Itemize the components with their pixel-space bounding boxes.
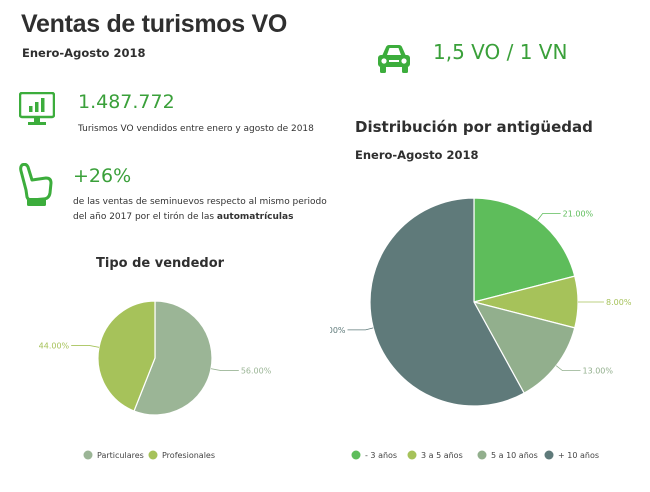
- page-subtitle: Enero-Agosto 2018: [22, 46, 146, 60]
- pie-slice-1: [97, 300, 156, 412]
- pie-slice-3: [369, 197, 525, 407]
- legend-marker-1: [148, 450, 158, 460]
- pie-leader-line-2: [555, 365, 581, 372]
- pie-label-2: 13.00%: [582, 367, 613, 376]
- legend-marker-0: [351, 450, 361, 460]
- seller-type-legend: Particulares Profesionales: [83, 450, 215, 460]
- pie-label-0: 21.00%: [563, 210, 594, 219]
- pie-label-0: 56.00%: [241, 367, 272, 376]
- vo-sales-description: Turismos VO vendidos entre enero y agost…: [78, 124, 314, 134]
- pie-slice-0: [473, 197, 576, 303]
- monitor-chart-icon: [19, 92, 55, 125]
- thumbs-up-icon: [19, 163, 53, 206]
- legend-label-1: Profesionales: [162, 451, 215, 460]
- pie-label-1: 8.00%: [606, 298, 632, 307]
- seminuevos-growth-description: de las ventas de seminuevos respecto al …: [73, 195, 343, 225]
- seminuevos-growth-value: +26%: [73, 165, 132, 187]
- age-chart-title: Distribución por antigüedad: [355, 118, 593, 136]
- pie-label-1: 44.00%: [39, 341, 70, 350]
- age-distribution-legend: - 3 años 3 a 5 años 5 a 10 años + 10 años: [351, 450, 599, 460]
- seller-type-pie: 56.00% 44.00%: [39, 300, 272, 416]
- vo-vn-ratio: 1,5 VO / 1 VN: [433, 40, 568, 64]
- growth-description-text: del año 2017 por el tirón de las: [73, 212, 217, 222]
- growth-description-line-2: del año 2017 por el tirón de las automat…: [73, 210, 343, 225]
- legend-label-0: Particulares: [97, 451, 144, 460]
- age-distribution-chart: 21.00% 8.00% 13.00% 58.00% - 3 años 3 a 5 añ…: [330, 197, 632, 460]
- growth-description-line-1: de las ventas de seminuevos respecto al …: [73, 197, 327, 207]
- pie-leader-line-0: [537, 213, 561, 221]
- seller-type-chart-title: Tipo de vendedor: [96, 256, 225, 271]
- legend-label-3: + 10 años: [558, 451, 599, 460]
- age-distribution-pie: 21.00% 8.00% 13.00% 58.00%: [330, 197, 632, 407]
- pie-leader-line-0: [210, 368, 239, 371]
- legend-label-2: 5 a 10 años: [491, 451, 538, 460]
- growth-description-bold: automatrículas: [216, 212, 294, 222]
- legend-label-1: 3 a 5 años: [421, 451, 463, 460]
- age-chart-subtitle: Enero-Agosto 2018: [355, 148, 479, 162]
- vo-sales-value: 1.487.772: [78, 91, 175, 113]
- legend-marker-1: [407, 450, 417, 460]
- pie-leader-line-1: [71, 345, 100, 348]
- pie-leader-line-3: [347, 327, 374, 331]
- legend-marker-0: [83, 450, 93, 460]
- seller-type-chart: 56.00% 44.00% Particulares Profesionales: [39, 300, 272, 460]
- car-icon: [378, 45, 410, 73]
- page-title: Ventas de turismos VO: [21, 10, 288, 38]
- legend-label-0: - 3 años: [365, 451, 397, 460]
- legend-marker-2: [477, 450, 487, 460]
- legend-marker-3: [544, 450, 554, 460]
- pie-label-3: 58.00%: [330, 326, 346, 335]
